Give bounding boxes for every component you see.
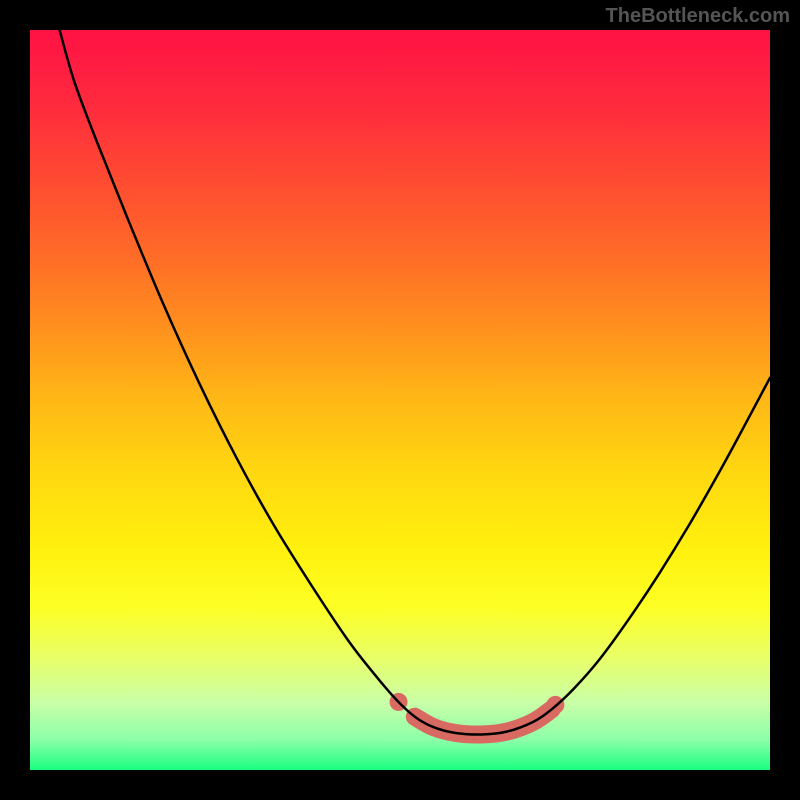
watermark-text: TheBottleneck.com <box>606 5 790 28</box>
chart-svg <box>0 0 800 800</box>
plot-background <box>30 30 770 770</box>
chart-container: TheBottleneck.com <box>0 0 800 800</box>
